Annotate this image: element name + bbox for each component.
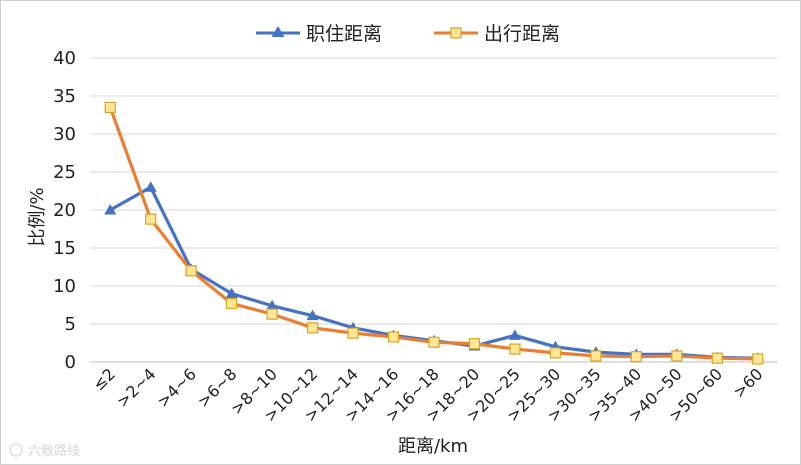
y-tick-label: 5: [65, 314, 76, 335]
legend-label-series-2: 出行距离: [484, 23, 560, 45]
x-tick-label: >60: [729, 364, 766, 401]
y-tick-label: 20: [53, 200, 76, 221]
data-point-square: [549, 347, 562, 359]
legend-item-series-1: 职住距离: [256, 23, 382, 45]
data-point-square: [104, 101, 116, 114]
data-point-square: [347, 327, 359, 339]
series-line-1: [109, 185, 758, 360]
data-point-square: [185, 265, 197, 277]
legend-square-marker: [450, 27, 462, 39]
x-axis-ticks: ≤2>2~4>4~6>6~8>8~10>10~12>12~14>14~16>16…: [89, 364, 767, 425]
x-tick-label: ≤2: [89, 364, 119, 394]
data-point-square: [145, 213, 157, 225]
data-point-square: [387, 331, 400, 343]
x-axis-label: 距离/km: [398, 436, 468, 457]
legend-item-series-2: 出行距离: [434, 23, 560, 45]
data-point-triangle: [508, 329, 521, 340]
data-point-square: [752, 353, 764, 365]
data-point-square: [226, 297, 238, 310]
legend-label-series-1: 职住距离: [306, 23, 382, 45]
data-point-triangle: [266, 299, 279, 311]
y-tick-label: 0: [65, 352, 76, 373]
x-tick-label: >2~4: [113, 364, 160, 411]
data-point-triangle: [225, 287, 238, 299]
data-point-triangle: [104, 204, 117, 215]
series-2: [104, 101, 764, 365]
data-point-triangle: [144, 181, 157, 192]
data-point-square: [711, 352, 723, 364]
legend-triangle-marker: [271, 26, 285, 37]
x-tick-label: >4~6: [153, 364, 200, 411]
y-tick-label: 15: [53, 238, 76, 259]
data-point-square: [468, 338, 481, 350]
y-axis-label: 比例/%: [27, 187, 48, 246]
data-point-square: [266, 308, 278, 320]
data-point-square: [306, 322, 319, 334]
data-point-square: [428, 336, 440, 348]
data-point-square: [509, 343, 521, 355]
data-point-square: [671, 350, 683, 362]
data-point-square: [630, 351, 642, 363]
series-line-2: [108, 106, 758, 361]
legend: 职住距离 出行距离: [256, 23, 560, 45]
data-point-square: [590, 350, 602, 362]
y-tick-label: 40: [53, 48, 76, 69]
gridlines: [90, 57, 778, 363]
y-axis-ticks: 0 5 10 15 20 25 30 35 40: [53, 48, 76, 373]
series-layer: [104, 101, 764, 365]
y-tick-label: 10: [53, 276, 76, 297]
y-tick-label: 30: [53, 124, 76, 145]
watermark-text: 六散路线: [28, 443, 80, 459]
y-tick-label: 25: [53, 162, 76, 183]
watermark-icon: [9, 443, 23, 457]
y-tick-label: 35: [53, 86, 76, 107]
series-1: [104, 181, 764, 363]
data-point-triangle: [306, 309, 319, 321]
